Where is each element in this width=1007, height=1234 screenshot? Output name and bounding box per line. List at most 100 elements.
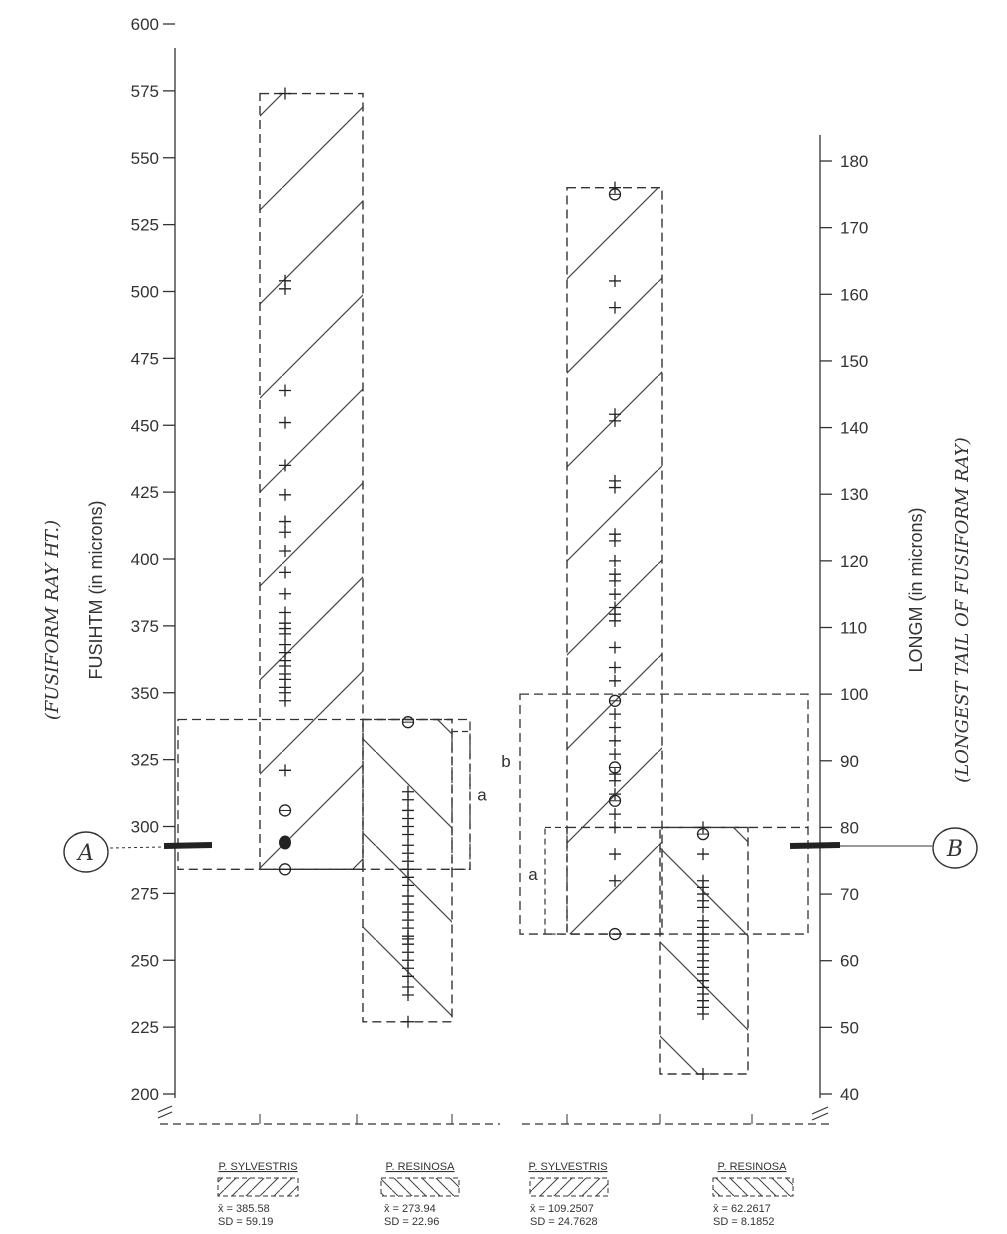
axis-break-a bbox=[157, 1105, 173, 1119]
category-label-b1: P. RESINOSA bbox=[718, 1161, 788, 1173]
y-tick-label-a-5: 325 bbox=[131, 751, 159, 770]
y-tick-label-a-15: 575 bbox=[131, 82, 159, 101]
point-plus-a-0-5 bbox=[279, 459, 291, 472]
point-plus-b-1-1 bbox=[697, 848, 709, 861]
y-tick-label-a-4: 300 bbox=[131, 818, 159, 837]
mean-label-b1: x̄ = 62.2617 bbox=[713, 1203, 771, 1215]
category-label-a1: P. RESINOSA bbox=[386, 1161, 456, 1173]
mean-label-a1: x̄ = 109.2507 bbox=[530, 1203, 594, 1215]
y-tick-label-a-12: 500 bbox=[131, 283, 159, 302]
y-tick-label-a-16: 600 bbox=[131, 15, 159, 34]
marker-a-label: A bbox=[76, 841, 94, 866]
y-axis-handwritten-b: (LONGEST TAIL OF FUSIFORM RAY) bbox=[952, 437, 973, 783]
point-circled-b-0-0 bbox=[608, 188, 622, 201]
y-tick-label-a-0: 200 bbox=[131, 1085, 159, 1104]
panel-a: 200 225 250 275 300 325 350 375 400 425 450 475 500 5… bbox=[42, 15, 500, 1125]
y-tick-label-b-8: 120 bbox=[840, 552, 868, 571]
point-plus-b-0-26 bbox=[609, 808, 621, 821]
point-plus-a-0-15 bbox=[279, 627, 291, 640]
category-label-b0: P. SYLVESTRIS bbox=[528, 1161, 607, 1173]
groups-a bbox=[259, 92, 453, 1023]
point-plus-a-1-11 bbox=[402, 879, 414, 892]
point-plus-b-0-29 bbox=[609, 874, 621, 887]
point-plus-a-1-1 bbox=[402, 793, 414, 806]
point-plus-a-0-3 bbox=[279, 384, 291, 397]
y-tick-label-b-3: 70 bbox=[840, 885, 859, 904]
point-plus-b-0-28 bbox=[609, 848, 621, 861]
point-plus-b-1-6 bbox=[697, 901, 709, 914]
point-plus-b-0-4 bbox=[609, 414, 621, 427]
point-plus-b-1-0 bbox=[697, 821, 709, 834]
point-plus-a-1-23 bbox=[402, 970, 414, 983]
legend-swatch-b0 bbox=[529, 1177, 609, 1197]
y-tick-label-b-14: 180 bbox=[840, 152, 868, 171]
groups-b bbox=[566, 186, 749, 1075]
point-plus-b-0-24 bbox=[609, 774, 621, 787]
marker-a-circle bbox=[63, 831, 109, 873]
sd-label-b1: SD = 8.1852 bbox=[713, 1216, 774, 1228]
point-plus-a-0-2 bbox=[279, 282, 291, 295]
sd-label-b0: SD = 22.96 bbox=[384, 1216, 439, 1228]
y-tick-label-a-6: 350 bbox=[131, 684, 159, 703]
point-plus-b-0-21 bbox=[609, 734, 621, 747]
y-tick-label-b-5: 90 bbox=[840, 752, 859, 771]
point-plus-b-1-21 bbox=[697, 1008, 709, 1021]
marker-b-circle bbox=[932, 827, 978, 869]
point-plus-b-0-25 bbox=[609, 788, 621, 801]
point-plus-a-0-4 bbox=[279, 416, 291, 429]
point-plus-a-0-11 bbox=[279, 587, 291, 600]
point-plus-b-0-9 bbox=[609, 554, 621, 567]
significance-letter-b-1: a bbox=[528, 865, 538, 884]
point-plus-b-0-17 bbox=[609, 661, 621, 674]
y-tick-label-b-4: 80 bbox=[840, 818, 859, 837]
y-ticks-b: 40 50 60 70 80 90 100 110 120 130 140 150 160 170 180 bbox=[820, 152, 868, 1104]
point-circled-b-0-1 bbox=[608, 694, 622, 707]
point-filled-a-0-0 bbox=[279, 835, 291, 850]
point-plus-a-1-5 bbox=[402, 828, 414, 841]
reference-marker-a bbox=[163, 842, 213, 849]
category-labels: P. SYLVESTRIS P. RESINOSA P. SYLVESTRIS … bbox=[217, 1161, 794, 1228]
sd-label-a1: SD = 24.7628 bbox=[530, 1216, 598, 1228]
mean-label-b0: x̄ = 273.94 bbox=[384, 1203, 436, 1215]
point-plus-a-0-8 bbox=[279, 526, 291, 539]
y-tick-label-a-13: 525 bbox=[131, 216, 159, 235]
points-a bbox=[278, 87, 415, 1028]
y-ticks-a: 200 225 250 275 300 325 350 375 400 425 450 475 500 5… bbox=[131, 15, 175, 1104]
sd-label-a0: SD = 59.19 bbox=[218, 1216, 273, 1228]
point-plus-b-0-20 bbox=[609, 721, 621, 734]
y-tick-label-b-10: 140 bbox=[840, 419, 868, 438]
point-plus-a-0-0 bbox=[279, 87, 291, 100]
x-ticks-a bbox=[259, 1114, 453, 1124]
point-circled-b-0-2 bbox=[608, 761, 622, 774]
legend-swatch-b1 bbox=[712, 1177, 794, 1197]
overlap-box-b bbox=[519, 693, 809, 935]
point-plus-a-0-6 bbox=[279, 488, 291, 501]
point-plus-b-0-8 bbox=[609, 534, 621, 547]
y-tick-label-a-8: 400 bbox=[131, 550, 159, 569]
point-plus-b-0-18 bbox=[609, 674, 621, 687]
y-tick-label-b-6: 100 bbox=[840, 685, 868, 704]
point-plus-b-0-22 bbox=[609, 748, 621, 761]
y-tick-label-b-11: 150 bbox=[840, 352, 868, 371]
point-plus-a-0-12 bbox=[279, 606, 291, 619]
y-tick-label-b-0: 40 bbox=[840, 1085, 859, 1104]
y-tick-label-a-11: 475 bbox=[131, 349, 159, 368]
mean-label-a0: x̄ = 385.58 bbox=[218, 1203, 270, 1215]
y-tick-label-b-1: 50 bbox=[840, 1018, 859, 1037]
y-tick-label-b-13: 170 bbox=[840, 219, 868, 238]
inner-bracket-a bbox=[451, 730, 471, 870]
point-plus-b-0-1 bbox=[609, 274, 621, 287]
points-b bbox=[608, 181, 710, 1081]
point-plus-b-0-11 bbox=[609, 574, 621, 587]
reference-marker-b bbox=[789, 842, 841, 849]
legend-swatch-a0 bbox=[217, 1177, 299, 1197]
category-label-a0: P. SYLVESTRIS bbox=[218, 1161, 297, 1173]
point-plus-b-0-6 bbox=[609, 481, 621, 494]
point-plus-b-0-19 bbox=[609, 708, 621, 721]
y-tick-label-a-3: 275 bbox=[131, 884, 159, 903]
point-plus-a-1-25 bbox=[402, 989, 414, 1002]
box-b-1 bbox=[659, 826, 749, 1075]
axis-break-b bbox=[811, 1106, 829, 1121]
y-tick-label-a-9: 425 bbox=[131, 483, 159, 502]
